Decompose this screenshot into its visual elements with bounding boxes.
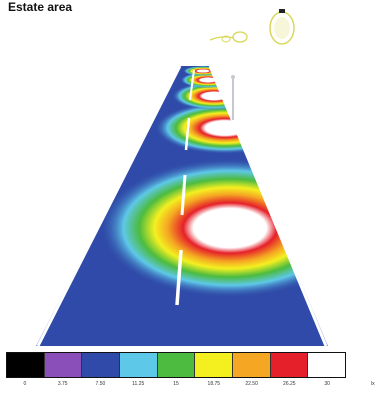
legend-tick: 15	[173, 381, 179, 387]
legend-swatch	[157, 353, 196, 377]
illuminance-legend	[6, 352, 346, 378]
diagram-title: Estate area	[8, 0, 73, 14]
legend-tick: 18.75	[207, 381, 221, 387]
legend-tick: 30	[324, 381, 330, 387]
legend-swatch	[270, 353, 309, 377]
legend-tick: 22.50	[245, 381, 258, 387]
legend-swatch	[233, 353, 271, 377]
legend-tick: 11.25	[132, 381, 145, 387]
legend-swatch	[7, 353, 45, 377]
legend-tick: 0	[23, 381, 27, 387]
legend-swatch	[120, 353, 158, 377]
road-surface	[36, 66, 328, 346]
lamp-pole	[231, 75, 235, 120]
legend-swatch	[308, 353, 346, 377]
road-markings	[36, 65, 328, 347]
legend-unit: lx	[371, 381, 375, 387]
legend-tick-labels: 0 3.75 7.50 11.25 15 18.75 22.50 26.25 3…	[6, 381, 346, 391]
legend-swatch	[195, 353, 234, 377]
luminaire-icon	[269, 9, 295, 45]
legend-tick: 7.50	[95, 381, 106, 387]
legend-tick: 3.75	[57, 381, 68, 387]
legend-tick: 26.25	[283, 381, 296, 387]
legend-swatch	[44, 353, 83, 377]
legend-swatch	[82, 353, 121, 377]
luminaire-side-icon	[209, 31, 248, 43]
